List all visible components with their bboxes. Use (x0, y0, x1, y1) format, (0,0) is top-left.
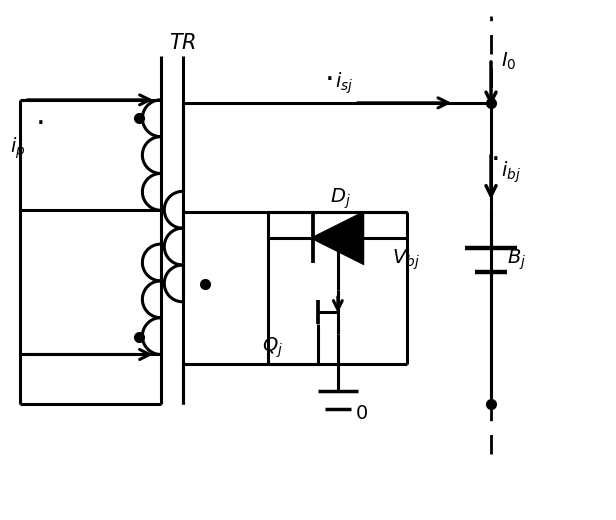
Text: $0$: $0$ (355, 405, 368, 423)
Text: $\cdot$: $\cdot$ (35, 107, 44, 138)
Text: $\cdot$: $\cdot$ (490, 143, 498, 174)
Text: $i_p$: $i_p$ (10, 136, 25, 161)
Text: $Q_j$: $Q_j$ (262, 335, 283, 360)
Polygon shape (313, 213, 363, 263)
Text: $B_j$: $B_j$ (507, 248, 526, 272)
Text: $V_{bj}$: $V_{bj}$ (392, 248, 419, 272)
Text: $I_0$: $I_0$ (501, 50, 516, 72)
Text: $TR$: $TR$ (169, 33, 196, 53)
Text: $D_j$: $D_j$ (330, 186, 351, 211)
Text: $i_{sj}$: $i_{sj}$ (335, 70, 353, 96)
Text: $i_{bj}$: $i_{bj}$ (501, 160, 521, 185)
Text: $\cdot$: $\cdot$ (323, 63, 332, 95)
